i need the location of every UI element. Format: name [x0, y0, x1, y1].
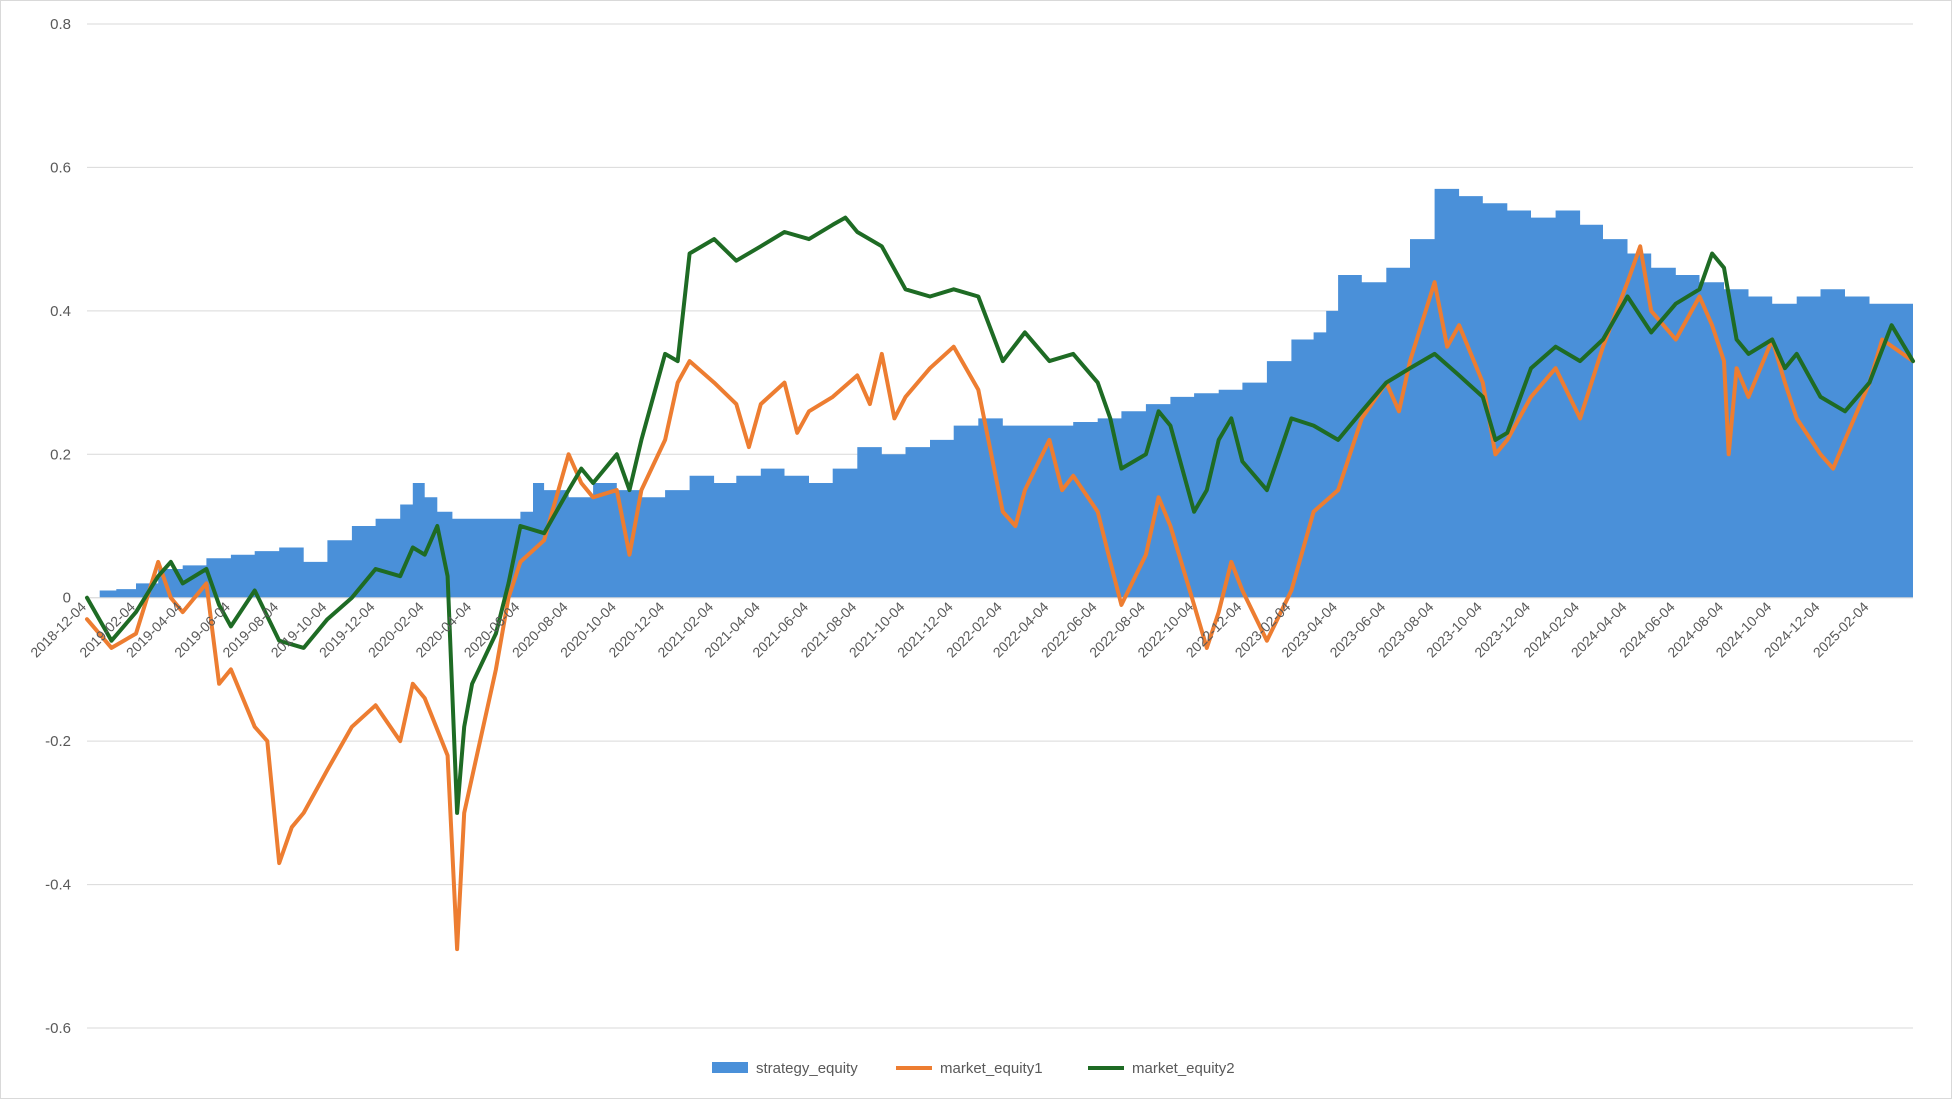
- y-tick-label: 0.8: [50, 16, 71, 33]
- legend-strategy-equity-label: strategy_equity: [756, 1060, 858, 1077]
- x-axis-ticks: 2018-12-042019-02-042019-04-042019-06-04…: [27, 598, 1872, 660]
- strategy-equity-area-layer: [87, 188, 1913, 599]
- y-tick-label: 0.2: [50, 446, 71, 463]
- legend-market-equity1-label: market_equity1: [940, 1060, 1043, 1077]
- y-tick-label: -0.6: [45, 1020, 71, 1037]
- y-tick-label: -0.2: [45, 733, 71, 750]
- legend-market-equity2-label: market_equity2: [1132, 1060, 1235, 1077]
- y-axis-ticks: 0.8 0.6 0.4 0.2 0 -0.2 -0.4 -0.6: [45, 16, 71, 1037]
- market-lines-layer: [85, 215, 1915, 952]
- legend-strategy-equity-swatch: [712, 1062, 748, 1073]
- strategy-equity-area: [87, 188, 1913, 598]
- y-tick-label: 0.6: [50, 159, 71, 176]
- market-equity2-line: [85, 215, 1915, 815]
- legend: strategy_equity market_equity1 market_equi…: [712, 1060, 1235, 1077]
- y-tick-label: -0.4: [45, 877, 71, 894]
- y-tick-label: 0.4: [50, 303, 71, 320]
- market-equity1-line: [85, 244, 1915, 952]
- y-tick-label: 0: [63, 590, 71, 607]
